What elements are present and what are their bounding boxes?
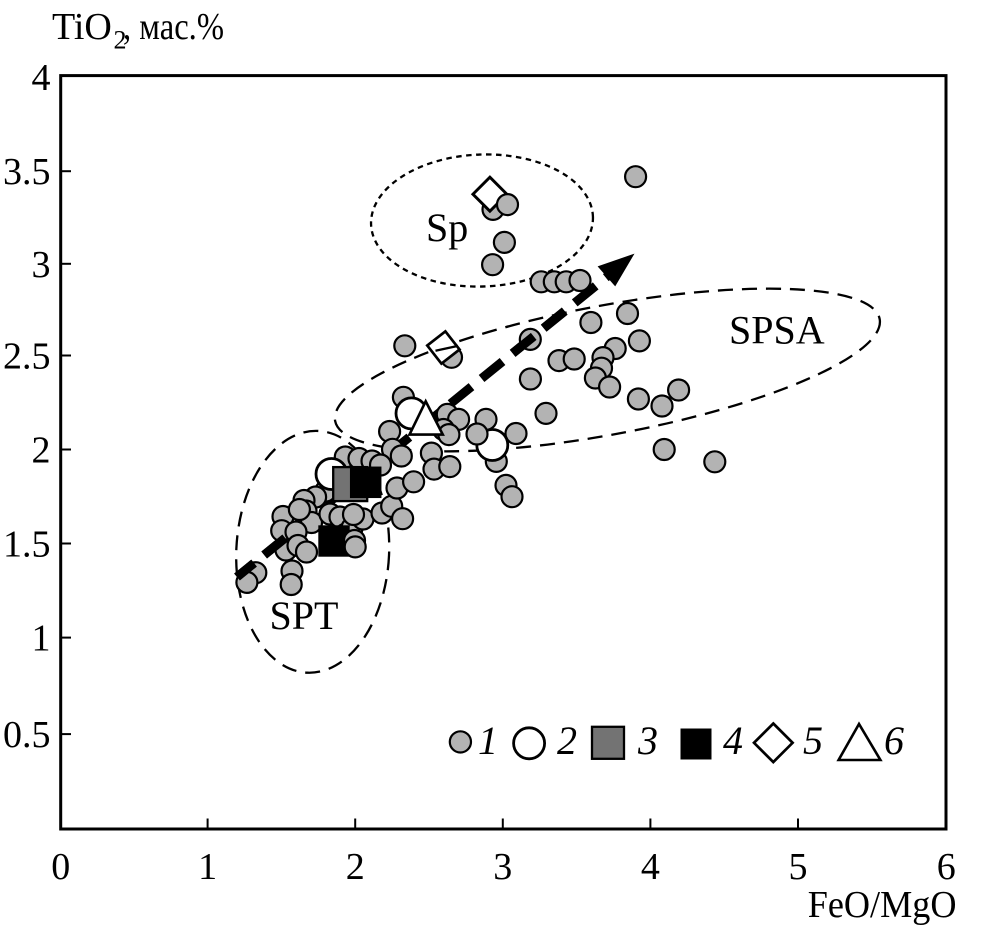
svg-text:TiO: TiO	[52, 6, 112, 48]
svg-text:1: 1	[198, 846, 217, 888]
svg-text:SPSA: SPSA	[729, 308, 825, 353]
svg-text:3: 3	[637, 718, 658, 763]
svg-text:4: 4	[641, 846, 660, 888]
svg-text:SPT: SPT	[270, 593, 339, 638]
svg-text:3: 3	[32, 244, 51, 286]
svg-text:1: 1	[478, 718, 498, 763]
svg-text:6: 6	[937, 846, 956, 888]
svg-text:5: 5	[803, 718, 823, 763]
svg-text:4: 4	[32, 57, 51, 99]
svg-text:0.5: 0.5	[3, 714, 51, 756]
svg-text:FeO/MgO: FeO/MgO	[808, 884, 957, 926]
svg-text:4: 4	[723, 718, 743, 763]
svg-text:2.5: 2.5	[3, 336, 51, 378]
svg-text:, мас.%: , мас.%	[123, 6, 224, 48]
svg-text:1: 1	[32, 618, 51, 660]
svg-text:0: 0	[51, 846, 70, 888]
svg-text:2: 2	[557, 718, 577, 763]
svg-text:6: 6	[884, 718, 904, 763]
svg-text:2: 2	[114, 26, 127, 55]
svg-text:2: 2	[346, 846, 365, 888]
svg-text:3: 3	[493, 846, 512, 888]
svg-text:2: 2	[32, 430, 51, 472]
svg-text:3.5: 3.5	[3, 151, 51, 193]
svg-text:1.5: 1.5	[3, 524, 51, 566]
svg-text:5: 5	[789, 846, 808, 888]
svg-text:Sp: Sp	[426, 205, 468, 250]
